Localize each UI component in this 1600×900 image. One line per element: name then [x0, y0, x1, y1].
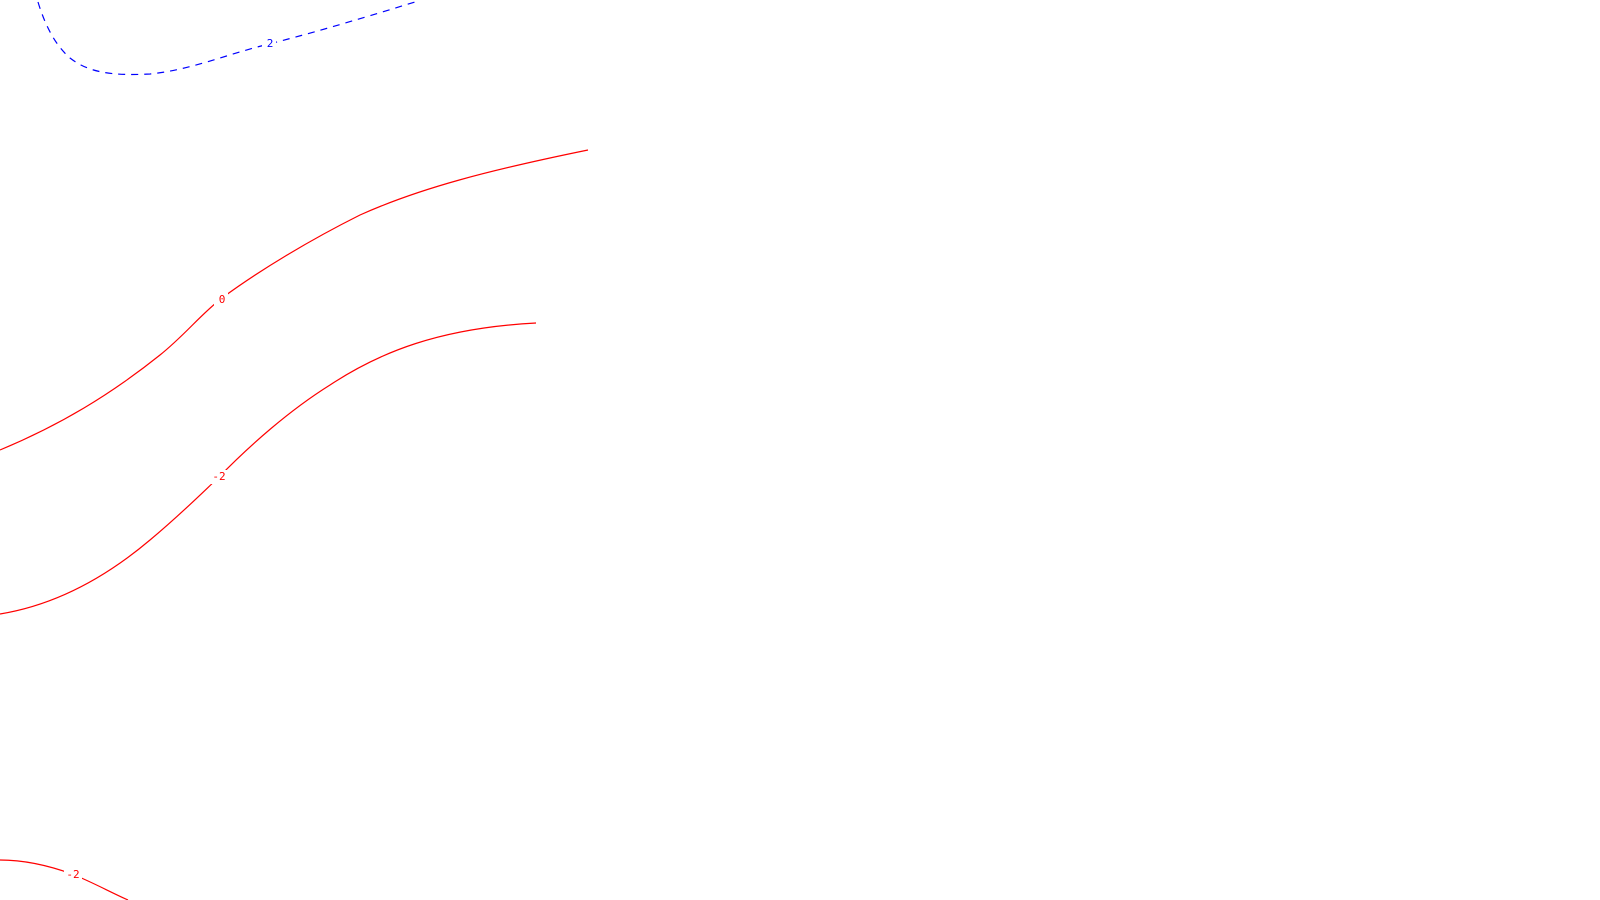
- contour-line-minus-two-middle: [0, 322, 537, 615]
- contour-line-top-dashed: [37, 1, 416, 76]
- contour-minus-two-middle: -2: [0, 322, 537, 615]
- contour-top-dashed: 2: [37, 1, 416, 76]
- contour-line-zero: [0, 149, 589, 451]
- contour-label-minus-two-middle: -2: [212, 470, 225, 483]
- contour-label-top-dashed: 2: [267, 37, 274, 50]
- contour-label-minus-two-bottom: -2: [66, 868, 79, 881]
- contour-zero: 0: [0, 149, 589, 451]
- contour-minus-two-bottom: -2: [0, 859, 129, 900]
- contour-label-zero: 0: [219, 293, 226, 306]
